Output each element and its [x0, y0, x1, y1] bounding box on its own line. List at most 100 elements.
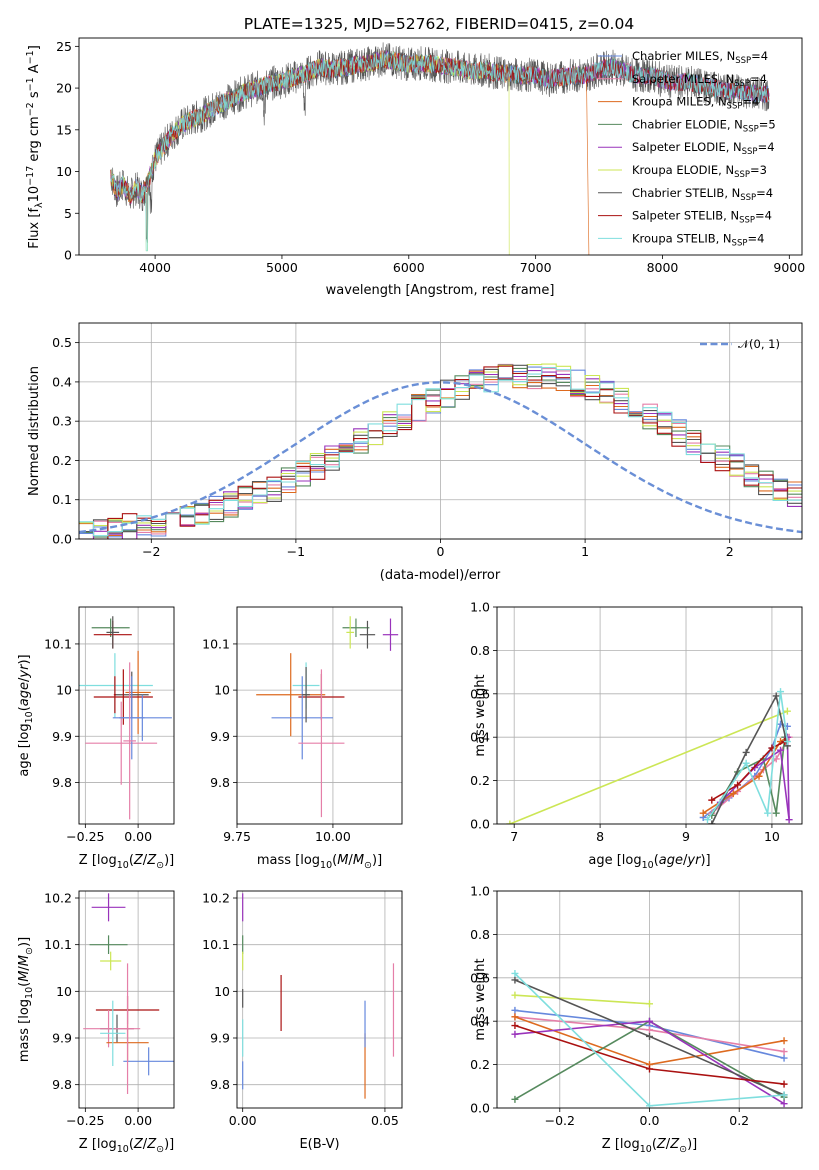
x-tick-label: 7: [510, 829, 518, 844]
label-part: Z: [669, 1137, 680, 1152]
weight-marker: [780, 1048, 788, 1056]
label-part: Z: [656, 1137, 667, 1152]
axes-frame: [78, 37, 803, 256]
x-tick-label: 8000: [647, 260, 679, 275]
panel-8: −0.2 0.0 0.20.00.20.40.60.81.0Z [log10(Z/Z…: [470, 884, 803, 1155]
label-part: /: [143, 853, 148, 868]
label-part: /: [348, 853, 353, 868]
weight-series: [511, 1013, 788, 1056]
panel-7: 0.00 0.05 9.8 9.9 10 10.1 10.2 E(B-V): [202, 891, 403, 1152]
weight-marker: [742, 748, 750, 756]
weight-marker: [764, 809, 772, 817]
x-tick-label: 10: [764, 829, 780, 844]
legend-sub: SSP: [732, 238, 748, 248]
weight-marker: [772, 692, 780, 700]
x-tick-label: 2: [726, 544, 734, 559]
label-part: E(B-V): [299, 1137, 339, 1152]
legend-suffix: =4: [750, 72, 767, 86]
label-part: /: [17, 677, 32, 682]
data-point: [298, 669, 345, 818]
weight-marker: [780, 1100, 788, 1108]
y-tick-label: 0.6: [470, 686, 490, 701]
data-point: [93, 669, 153, 725]
weight-line: [711, 740, 786, 801]
weight-marker: [780, 1037, 788, 1045]
y-tick-label: 10.1: [44, 937, 72, 952]
legend-label: Chabrier ELODIE, NSSP=5: [632, 117, 776, 134]
weight-series: [511, 1022, 788, 1088]
weight-series: [511, 991, 653, 1008]
x-axis-label: mass [log10(M/M⊙)]: [257, 853, 382, 871]
x-tick-label: 9000: [773, 260, 805, 275]
label-part: (: [129, 853, 134, 868]
weight-marker: [785, 816, 793, 824]
data-point: [302, 667, 310, 723]
legend-sub: SSP: [742, 147, 758, 157]
plot-area: [79, 616, 172, 820]
x-tick-label: 0.05: [371, 1113, 399, 1128]
label-part: ⊙: [679, 1144, 687, 1155]
axes-frame: [78, 606, 175, 825]
y-tick-label: 0.8: [470, 643, 490, 658]
label-part: age: [659, 853, 683, 868]
y-axis-label: age [log10(age/yr)]: [17, 654, 35, 776]
weight-marker: [646, 1000, 653, 1008]
legend-name: Kroupa ELODIE, N: [632, 163, 734, 177]
y-tick-label: 5: [64, 206, 72, 221]
label-part: s: [27, 91, 42, 102]
legend-suffix: =4: [747, 231, 764, 245]
label-part: 10: [640, 1144, 652, 1155]
legend-name: Chabrier MILES, N: [632, 49, 735, 63]
legend-label: Chabrier STELIB, NSSP=4: [632, 186, 773, 203]
data-point: [256, 653, 326, 737]
label-part: )]: [17, 654, 32, 664]
x-tick-label: 0.0: [640, 1113, 660, 1128]
label-part: λ: [34, 202, 45, 208]
legend-sub: SSP: [734, 79, 750, 89]
label-part: yr: [17, 663, 32, 679]
x-tick-label: −0.25: [66, 829, 104, 844]
label-part: Z [log: [79, 1137, 117, 1152]
label-part: )]: [700, 853, 710, 868]
y-tick-label: 9.8: [210, 1077, 230, 1092]
panel-1: 4000 5000 6000 7000 8000 9000 0 5 10 15 20 25 Chabri…: [25, 37, 805, 298]
y-axis-label: mass weight: [473, 674, 488, 756]
label-part: )]: [372, 853, 382, 868]
data-point: [91, 893, 126, 922]
y-tick-label: 10.1: [202, 636, 230, 651]
y-tick-label: 0.8: [470, 927, 490, 942]
data-point: [100, 951, 122, 971]
y-tick-label: 20: [56, 81, 72, 96]
label-part: M: [353, 853, 364, 868]
normal-distribution-curve: [79, 381, 802, 534]
legend-label: Salpeter ELODIE, NSSP=4: [632, 140, 775, 157]
legend-sub: SSP: [727, 102, 743, 112]
label-part: ⊙: [24, 947, 35, 955]
label-part: )]: [17, 937, 32, 947]
data-point: [123, 662, 136, 820]
plot-area: [256, 616, 399, 818]
plot-area: [79, 363, 802, 539]
y-tick-label: 10.1: [202, 937, 230, 952]
label-part: ]: [27, 45, 42, 50]
x-tick-label: 8: [596, 829, 604, 844]
legend-sub: SSP: [739, 216, 755, 226]
label-part: yr: [686, 853, 702, 868]
y-tick-label: 10.2: [44, 891, 72, 906]
legend-name: Kroupa MILES, N: [632, 95, 727, 109]
weight-marker: [777, 746, 785, 754]
y-tick-label: 0.3: [52, 414, 72, 429]
weight-marker: [511, 1095, 519, 1103]
y-tick-label: 10: [214, 683, 230, 698]
label-part: −2: [25, 102, 36, 116]
x-axis-label: Z [log10(Z/Z⊙)]: [79, 853, 174, 871]
weight-marker: [506, 820, 514, 824]
y-tick-label: 10.1: [44, 636, 72, 651]
weight-marker: [780, 1080, 788, 1088]
y-tick-label: 10: [56, 683, 72, 698]
weight-marker: [511, 1006, 519, 1014]
y-tick-label: 0.4: [470, 1014, 490, 1029]
x-tick-label: −2: [142, 544, 160, 559]
